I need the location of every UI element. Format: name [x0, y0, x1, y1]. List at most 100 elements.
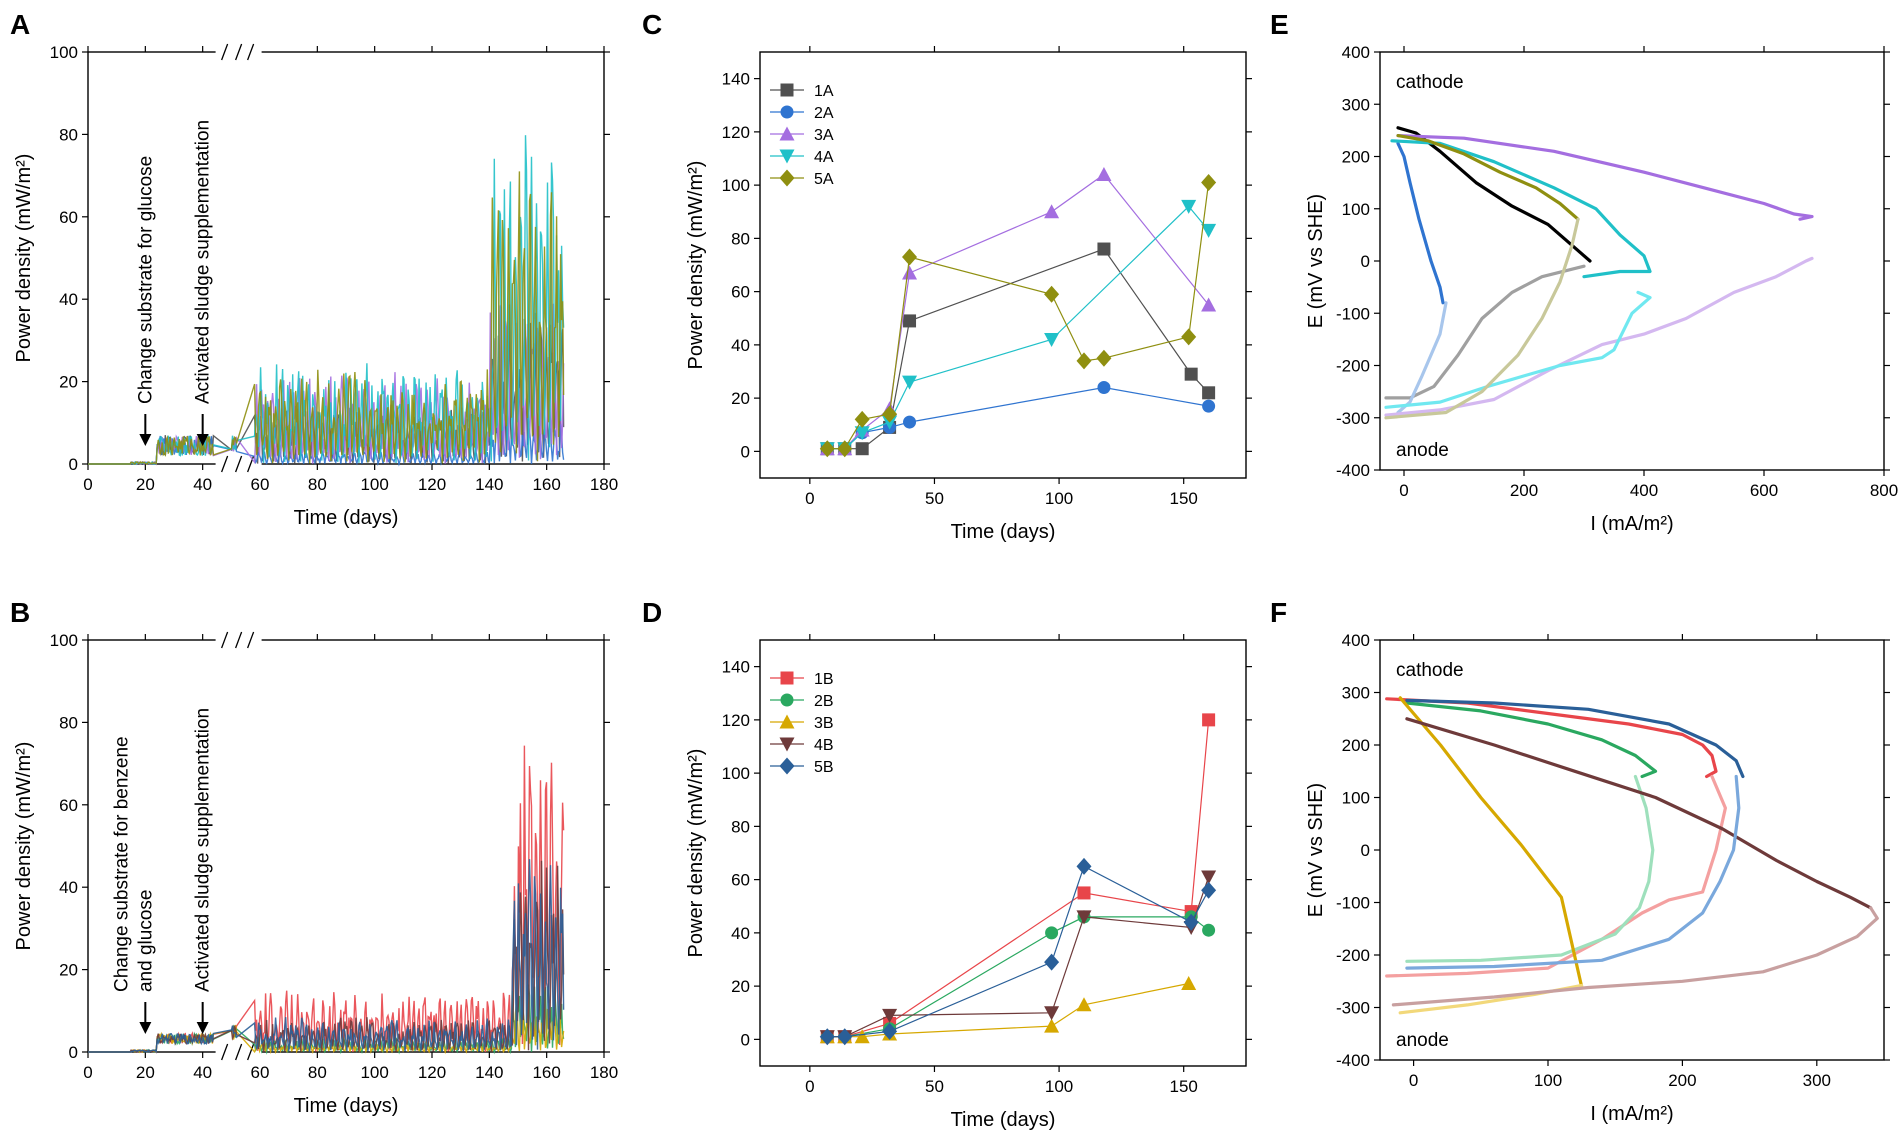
data-point-5a — [1096, 349, 1112, 367]
y-tick-label: -400 — [1336, 461, 1370, 480]
data-point-1a — [1097, 242, 1111, 256]
y-axis-label: Power density (mW/m²) — [13, 742, 35, 951]
annotation-text: Change substrate for glucose — [135, 156, 156, 404]
panel-letter-d: D — [642, 597, 662, 628]
x-tick-label: 200 — [1510, 481, 1538, 500]
y-tick-label: 80 — [59, 125, 78, 144]
x-tick-label: 100 — [1534, 1071, 1562, 1090]
data-point-2b — [1045, 926, 1059, 940]
curve-4a-cathode — [1390, 139, 1652, 279]
data-point-5b — [1183, 913, 1199, 931]
panel-letter-c: C — [642, 9, 662, 40]
panel-b: B 0 20 40 60 80 100 0 20 40 60 80 100 120 140 160 180 Tim… — [10, 597, 618, 1117]
y-axis-label: Power density (mW/m²) — [13, 154, 35, 363]
x-tick-label: 60 — [251, 1063, 270, 1082]
data-point-4a — [1181, 199, 1197, 214]
data-point-3a — [1096, 166, 1112, 181]
axis-break-mark — [220, 43, 229, 61]
y-tick-label: 0 — [69, 455, 78, 474]
data-point-3b — [1181, 975, 1197, 990]
data-point-2a — [1097, 380, 1111, 394]
axis-break-mark — [234, 43, 243, 61]
data-point-5b — [819, 1028, 835, 1046]
curve-5a-cathode — [1396, 134, 1580, 221]
series-line-3b — [827, 982, 1189, 1038]
x-tick-label: 100 — [360, 1063, 388, 1082]
y-tick-label: 80 — [731, 817, 750, 836]
x-tick-label: 150 — [1170, 489, 1198, 508]
data-point-5b — [1201, 881, 1217, 899]
legend-label: 2A — [814, 105, 834, 122]
y-tick-label: 100 — [50, 631, 78, 650]
y-tick-label: 100 — [1342, 200, 1370, 219]
x-tick-label: 40 — [193, 475, 212, 494]
plot-frame — [87, 51, 605, 465]
x-tick-label: 180 — [590, 1063, 618, 1082]
y-tick-label: -400 — [1336, 1051, 1370, 1070]
annotation-arrowhead — [196, 1022, 209, 1034]
x-tick-label: 80 — [308, 475, 327, 494]
x-tick-label: 0 — [805, 1077, 814, 1096]
y-tick-label: 200 — [1342, 736, 1370, 755]
data-point-5b — [1044, 953, 1060, 971]
y-tick-label: 40 — [59, 290, 78, 309]
data-point-5b — [882, 1022, 898, 1040]
axis-break-mark — [246, 43, 255, 61]
y-tick-label: 0 — [741, 442, 750, 461]
data-point-2b — [1202, 923, 1216, 937]
legend-marker — [780, 83, 794, 97]
x-tick-label: 80 — [308, 1063, 327, 1082]
plot-frame — [87, 639, 605, 1053]
legend-label: 3B — [814, 715, 834, 732]
curve-4a-anode — [1384, 290, 1652, 409]
data-point-4a — [1201, 223, 1217, 238]
x-tick-label: 40 — [193, 1063, 212, 1082]
data-point-5b — [837, 1028, 853, 1046]
legend-label: 2B — [814, 693, 834, 710]
legend-marker — [780, 693, 794, 707]
axis-break-mark — [234, 455, 243, 473]
axis-break-mark — [246, 1043, 255, 1061]
data-point-2a — [1202, 399, 1216, 413]
x-tick-label: 20 — [136, 475, 155, 494]
x-tick-label: 0 — [805, 489, 814, 508]
x-tick-label: 100 — [1045, 1077, 1073, 1096]
y-tick-label: 60 — [731, 283, 750, 302]
x-tick-label: 400 — [1630, 481, 1658, 500]
panel-letter-b: B — [10, 597, 30, 628]
panel-letter-f: F — [1270, 597, 1287, 628]
y-axis-label: Power density (mW/m²) — [685, 161, 707, 370]
cathode-label: cathode — [1396, 660, 1464, 681]
data-point-1a — [1184, 367, 1198, 381]
y-tick-label: 400 — [1342, 631, 1370, 650]
y-tick-label: 20 — [731, 977, 750, 996]
plot-frame — [759, 51, 1247, 479]
panel-f: F -400 -300 -200 -100 0 100 200 300 400 0 100 200 300… — [1270, 597, 1890, 1125]
data-point-1a — [1202, 386, 1216, 400]
data-point-5a — [1181, 328, 1197, 346]
y-tick-label: 200 — [1342, 148, 1370, 167]
y-tick-label: 140 — [722, 658, 750, 677]
series-line-5a — [827, 182, 1210, 450]
legend-marker — [779, 126, 795, 141]
x-tick-label: 0 — [1399, 481, 1408, 500]
x-tick-label: 0 — [1409, 1071, 1418, 1090]
data-point-5a — [1076, 352, 1092, 370]
y-tick-label: 300 — [1342, 684, 1370, 703]
x-tick-label: 600 — [1750, 481, 1778, 500]
annotation-arrowhead — [139, 434, 152, 446]
y-tick-label: 400 — [1342, 43, 1370, 62]
axis-break-mark — [246, 631, 255, 649]
legend-marker — [780, 671, 794, 685]
data-point-4b — [882, 1008, 898, 1023]
x-tick-label: 150 — [1170, 1077, 1198, 1096]
data-point-1a — [903, 314, 917, 328]
curve-5b-anode — [1405, 774, 1741, 970]
data-point-1b — [1077, 886, 1091, 900]
y-tick-label: 60 — [59, 208, 78, 227]
data-point-3a — [1044, 204, 1060, 219]
data-point-4a — [854, 426, 870, 441]
x-tick-label: 50 — [925, 1077, 944, 1096]
x-tick-label: 800 — [1870, 481, 1898, 500]
x-tick-label: 300 — [1803, 1071, 1831, 1090]
